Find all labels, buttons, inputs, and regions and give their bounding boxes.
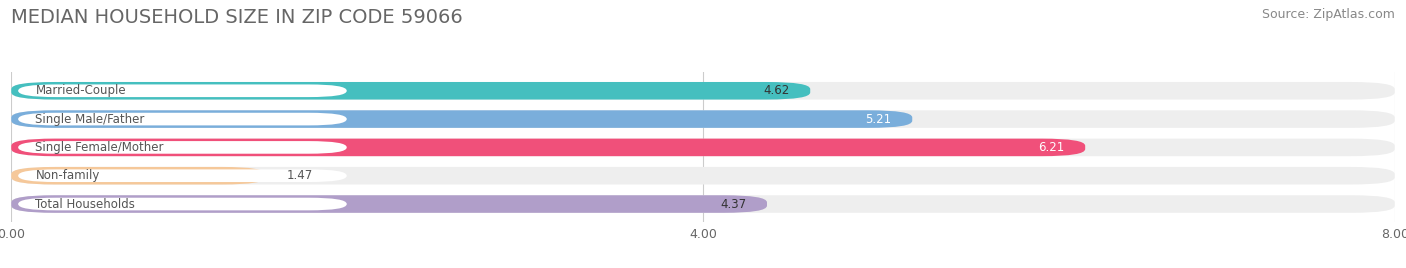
FancyBboxPatch shape: [11, 195, 1395, 213]
Text: Single Male/Father: Single Male/Father: [35, 113, 145, 126]
Text: Non-family: Non-family: [35, 169, 100, 182]
FancyBboxPatch shape: [18, 113, 347, 125]
Text: 4.37: 4.37: [720, 198, 747, 211]
FancyBboxPatch shape: [11, 139, 1085, 156]
Text: Total Households: Total Households: [35, 198, 135, 211]
Text: Married-Couple: Married-Couple: [35, 84, 127, 97]
FancyBboxPatch shape: [18, 169, 347, 182]
FancyBboxPatch shape: [11, 167, 266, 184]
Text: Source: ZipAtlas.com: Source: ZipAtlas.com: [1261, 8, 1395, 21]
Text: 4.62: 4.62: [763, 84, 790, 97]
FancyBboxPatch shape: [11, 167, 1395, 184]
FancyBboxPatch shape: [11, 110, 912, 128]
FancyBboxPatch shape: [11, 82, 810, 99]
Text: 5.21: 5.21: [865, 113, 891, 126]
FancyBboxPatch shape: [18, 141, 347, 154]
FancyBboxPatch shape: [11, 195, 768, 213]
Text: 6.21: 6.21: [1038, 141, 1064, 154]
Text: Single Female/Mother: Single Female/Mother: [35, 141, 165, 154]
FancyBboxPatch shape: [11, 139, 1395, 156]
Text: 1.47: 1.47: [287, 169, 312, 182]
FancyBboxPatch shape: [18, 84, 347, 97]
FancyBboxPatch shape: [18, 198, 347, 210]
FancyBboxPatch shape: [11, 110, 1395, 128]
Text: MEDIAN HOUSEHOLD SIZE IN ZIP CODE 59066: MEDIAN HOUSEHOLD SIZE IN ZIP CODE 59066: [11, 8, 463, 27]
FancyBboxPatch shape: [11, 82, 1395, 99]
